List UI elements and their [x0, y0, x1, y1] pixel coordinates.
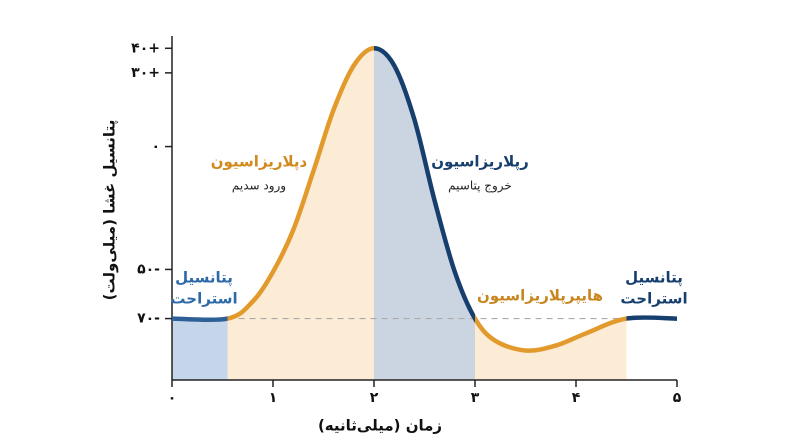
x-tick-label: ۴ [572, 390, 581, 406]
line-segment [475, 313, 627, 353]
y-tick-label: ۳۰+ [131, 65, 160, 81]
region-label: پتانسیل [175, 269, 233, 288]
line-segment [374, 46, 475, 323]
region-label: دپلاریزاسیون [211, 153, 308, 172]
region-sublabel: ورود سدیم [232, 179, 286, 194]
region-label: استراحت [170, 290, 237, 308]
x-tick-label: ۰ [168, 390, 177, 406]
x-tick-label: ۵ [673, 390, 682, 406]
x-axis-label: زمان (میلی‌ثانیه) [318, 417, 442, 435]
y-tick-label: ۷۰- [137, 311, 160, 327]
region-label: استراحت [620, 290, 687, 308]
region-label: پتانسیل [625, 269, 683, 288]
x-tick-label: ۲ [370, 390, 379, 406]
x-tick-label: ۱ [269, 390, 278, 406]
y-tick-label: ۰ [151, 139, 160, 155]
region-fill [172, 318, 228, 380]
y-tick-label: ۴۰+ [131, 40, 160, 56]
region-label: رپلاریزاسیون [431, 153, 528, 172]
line-segment [227, 46, 374, 321]
x-tick-label: ۳ [471, 390, 480, 406]
y-tick-label: ۵۰- [137, 261, 160, 277]
y-axis-label: پتانسیل غشا (میلی‌ولت) [101, 120, 120, 301]
region-fill [374, 48, 475, 380]
region-sublabel: خروج پتاسیم [448, 179, 512, 194]
region-label: هایپرپلاریزاسیون [477, 287, 603, 306]
